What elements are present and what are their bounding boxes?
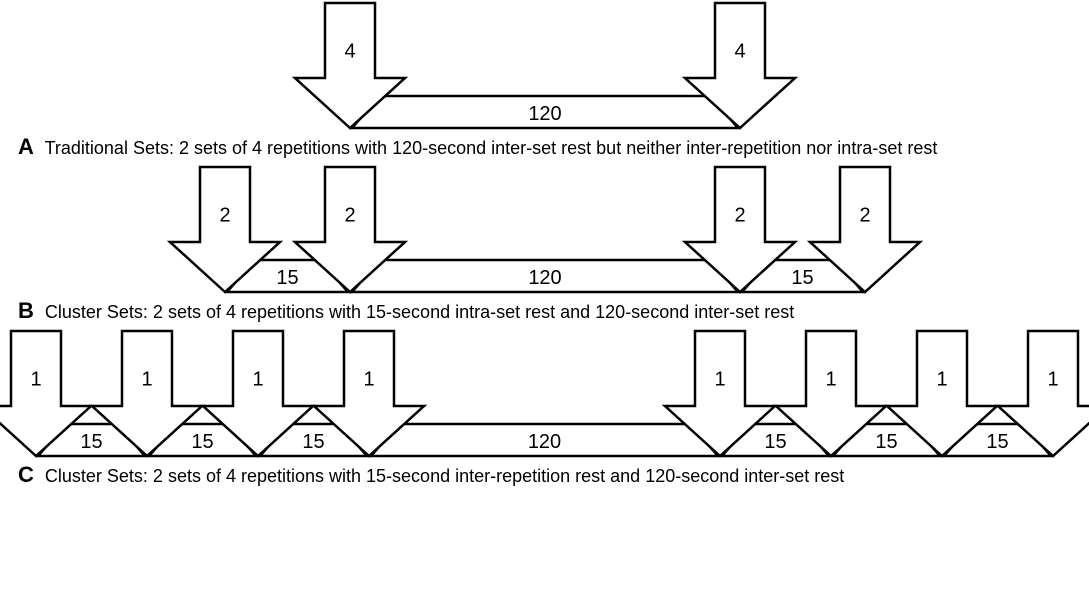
diagram-a: 12044 (0, 0, 1089, 132)
panel-label: C (18, 462, 34, 487)
set-arrow (682, 0, 798, 131)
caption-b: B Cluster Sets: 2 sets of 4 repetitions … (0, 296, 1089, 328)
panel-c: 15151512015151511111111C Cluster Sets: 2… (0, 328, 1089, 492)
set-arrow (773, 328, 889, 459)
set-arrow (167, 164, 283, 295)
set-arrow (0, 328, 94, 459)
set-arrow (662, 328, 778, 459)
set-arrow (995, 328, 1089, 459)
set-arrow (884, 328, 1000, 459)
set-arrow (89, 328, 205, 459)
panel-b: 15120152222B Cluster Sets: 2 sets of 4 r… (0, 164, 1089, 328)
set-arrow (311, 328, 427, 459)
caption-text: Traditional Sets: 2 sets of 4 repetition… (40, 138, 937, 158)
diagram-b: 15120152222 (0, 164, 1089, 296)
diagram-c: 15151512015151511111111 (0, 328, 1089, 460)
panel-label: B (18, 298, 34, 323)
caption-a: A Traditional Sets: 2 sets of 4 repetiti… (0, 132, 1089, 164)
caption-text: Cluster Sets: 2 sets of 4 repetitions wi… (40, 466, 844, 486)
set-arrow (200, 328, 316, 459)
set-arrow (292, 0, 408, 131)
caption-c: C Cluster Sets: 2 sets of 4 repetitions … (0, 460, 1089, 492)
panel-label: A (18, 134, 34, 159)
panel-a: 12044A Traditional Sets: 2 sets of 4 rep… (0, 0, 1089, 164)
set-arrow (292, 164, 408, 295)
set-arrow (682, 164, 798, 295)
set-arrow (807, 164, 923, 295)
caption-text: Cluster Sets: 2 sets of 4 repetitions wi… (40, 302, 794, 322)
